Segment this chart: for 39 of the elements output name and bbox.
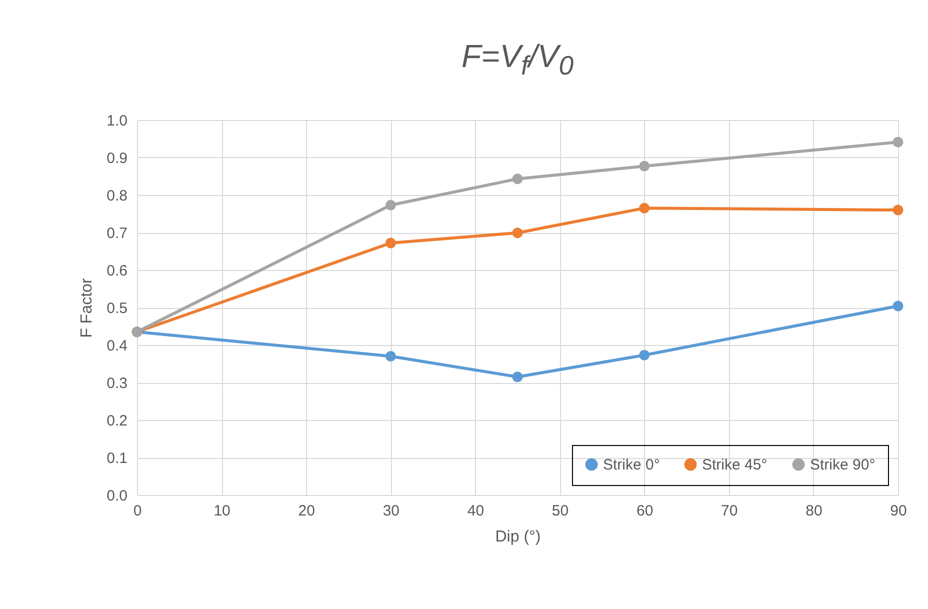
y-tick-label: 0.2 [106, 412, 128, 430]
y-tick-label: 0.8 [106, 188, 128, 204]
y-tick-label: 0.1 [106, 450, 128, 467]
y-tick-label: 0.9 [106, 150, 128, 167]
point [385, 351, 396, 362]
x-tick-label: 70 [721, 502, 738, 520]
y-axis-title: F Factor [78, 278, 96, 338]
point [512, 372, 523, 382]
x-tick-label: 90 [890, 502, 907, 520]
y-tick-label: 0.4 [106, 338, 128, 354]
x-tick-label: 10 [214, 502, 230, 520]
y-tick-label: 0.7 [106, 225, 128, 242]
point [385, 200, 396, 210]
y-tick-label: 0.3 [106, 375, 128, 392]
point [385, 238, 396, 248]
point [639, 202, 650, 214]
legend-label: Strike 90° [810, 456, 876, 474]
point [892, 300, 904, 312]
x-tick-label: 80 [806, 502, 822, 520]
point [892, 204, 904, 216]
y-tick-label: 1.0 [106, 112, 128, 130]
x-tick-label: 50 [552, 502, 569, 520]
point [639, 160, 650, 172]
x-tick-label: 20 [298, 502, 315, 520]
y-tick-label: 0.5 [106, 300, 128, 317]
point [512, 228, 523, 238]
point [512, 174, 523, 184]
chart-title: F=V$_{f}$/V$_{0}$ [460, 38, 575, 82]
legend-label: Strike 45° [702, 456, 768, 474]
x-axis-title: Dip (°) [495, 528, 541, 546]
x-tick-label: 0 [133, 502, 142, 520]
y-tick-label: 0.6 [106, 262, 128, 280]
legend-label: Strike 0° [603, 456, 660, 474]
x-tick-label: 60 [636, 502, 654, 520]
x-tick-label: 30 [382, 502, 400, 520]
x-tick-label: 40 [467, 502, 484, 520]
point [639, 350, 650, 360]
y-tick-label: 0.0 [106, 488, 128, 504]
point [892, 136, 904, 148]
